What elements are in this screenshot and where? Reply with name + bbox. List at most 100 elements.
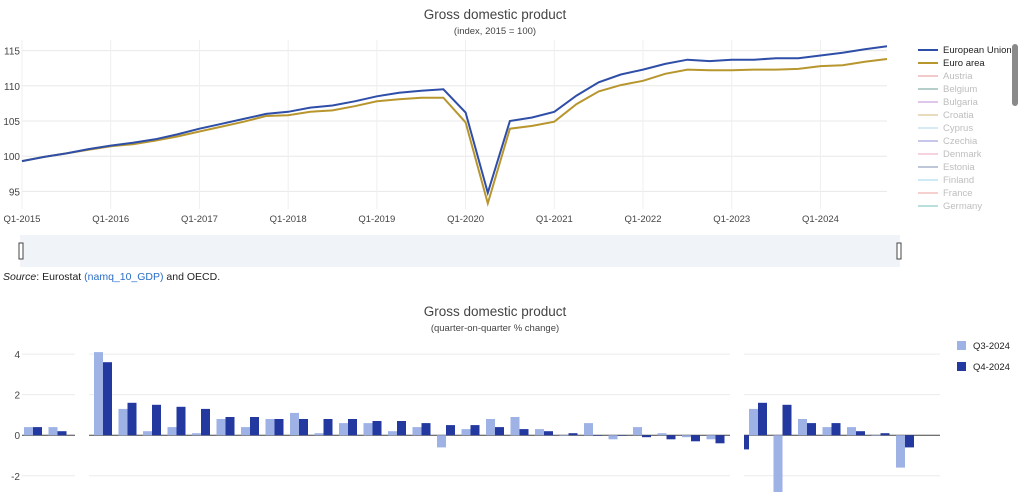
legend-item[interactable]: Cyprus (918, 123, 973, 134)
legend-item[interactable]: Austria (918, 71, 973, 82)
bar (299, 419, 308, 436)
legend-item[interactable]: Germany (918, 201, 982, 212)
y-tick-label: 100 (3, 152, 20, 163)
y-tick-label: 4 (14, 350, 20, 361)
x-tick-label: Q1-2020 (447, 214, 484, 225)
legend-label: Q3-2024 (973, 341, 1010, 352)
bar (348, 419, 357, 436)
legend-item[interactable]: Croatia (918, 110, 974, 121)
bar (773, 435, 783, 492)
legend-item[interactable]: Q4-2024 (957, 362, 1010, 373)
bar (896, 435, 905, 468)
series-line (21, 45, 888, 197)
range-slider-right-handle[interactable] (896, 242, 902, 260)
bar (33, 427, 42, 436)
chart2-gridlines (22, 353, 940, 477)
chart2-y-axis: -2 0 2 4 (11, 350, 20, 483)
bar (372, 421, 382, 436)
chart1-y-axis: 95 100 105 110 115 (3, 47, 20, 199)
legend-item[interactable]: France (918, 188, 973, 199)
bar (510, 417, 520, 436)
bar (274, 419, 284, 436)
bar (486, 419, 495, 436)
legend-item[interactable]: Q3-2024 (957, 341, 1010, 352)
legend-label: Estonia (943, 162, 975, 173)
bar (593, 435, 602, 436)
bar (666, 435, 676, 440)
legend-item[interactable]: Belgium (918, 84, 977, 95)
source-link[interactable]: (namq_10_GDP) (84, 271, 164, 283)
legend-item[interactable]: Euro area (918, 58, 985, 69)
chart2-legend[interactable]: Q3-2024 Q4-2024 (957, 341, 1010, 373)
x-tick-label: Q1-2015 (4, 214, 41, 225)
bar (847, 427, 856, 436)
source-label: Source (3, 271, 37, 283)
bar (241, 427, 250, 436)
bar (48, 427, 58, 436)
legend-label: Germany (943, 201, 982, 212)
legend-label: Denmark (943, 149, 982, 160)
bar (706, 435, 716, 440)
legend-scrollbar[interactable] (1012, 44, 1018, 106)
bar (749, 408, 758, 436)
chart1-title: Gross domestic product (424, 7, 567, 22)
gdp-qoq-bar-chart: Gross domestic product (quarter-on-quart… (11, 304, 1010, 492)
chart1-series (21, 45, 888, 208)
bar (152, 404, 161, 436)
bar (535, 429, 544, 436)
bar (397, 421, 406, 436)
x-tick-label: Q1-2022 (625, 214, 662, 225)
bar (24, 427, 33, 436)
x-tick-label: Q1-2016 (92, 214, 129, 225)
chart1-gridlines (21, 40, 887, 209)
y-tick-label: -2 (11, 472, 20, 483)
bar (519, 429, 529, 436)
bar (118, 408, 128, 436)
legend-item[interactable]: Estonia (918, 162, 975, 173)
bar (856, 431, 865, 436)
bar (225, 417, 235, 436)
bar (103, 362, 112, 436)
x-tick-label: Q1-2017 (181, 214, 218, 225)
bar (216, 419, 226, 436)
chart1-legend[interactable]: European Union Euro area Austria Belgium Bul… (918, 45, 1012, 212)
legend-item[interactable]: Bulgaria (918, 97, 979, 108)
x-tick-label: Q1-2023 (713, 214, 750, 225)
legend-item[interactable]: Czechia (918, 136, 978, 147)
bar (470, 425, 480, 436)
bar (871, 435, 881, 436)
bar (807, 423, 816, 436)
legend-label: Finland (943, 175, 974, 186)
legend-swatch (957, 362, 966, 371)
x-tick-label: Q1-2019 (358, 214, 395, 225)
legend-label: Austria (943, 71, 973, 82)
bar (633, 427, 642, 436)
legend-item[interactable]: Finland (918, 175, 974, 186)
legend-label: Belgium (943, 84, 977, 95)
chart2-title: Gross domestic product (424, 304, 567, 319)
x-tick-label: Q1-2021 (536, 214, 573, 225)
bar (740, 435, 749, 450)
bar (544, 431, 553, 436)
bar (642, 435, 651, 438)
bar (657, 433, 667, 436)
range-slider[interactable] (20, 235, 900, 267)
bar (798, 419, 807, 436)
legend-label: Euro area (943, 58, 985, 69)
y-tick-label: 115 (4, 47, 20, 58)
y-tick-label: 95 (9, 187, 21, 198)
bar (127, 402, 137, 436)
legend-label: France (943, 188, 973, 199)
bar (617, 435, 627, 436)
range-slider-left-handle[interactable] (18, 242, 24, 260)
bar (880, 433, 890, 436)
bar (822, 427, 832, 436)
bar (143, 431, 152, 436)
bar (437, 435, 446, 448)
bar (691, 435, 700, 442)
legend-item[interactable]: European Union (918, 45, 1012, 56)
bar (201, 408, 210, 436)
bar (608, 435, 618, 440)
legend-swatch (957, 341, 966, 350)
legend-item[interactable]: Denmark (918, 149, 982, 160)
